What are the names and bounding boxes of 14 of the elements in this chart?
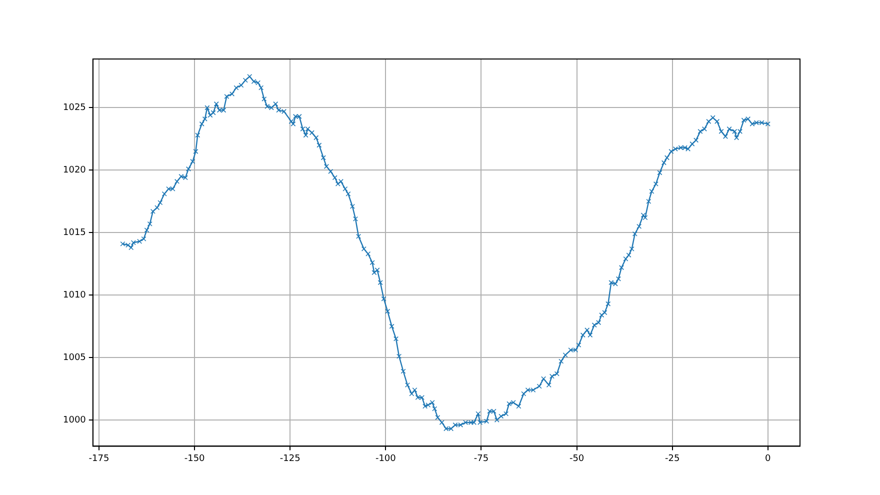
y-tick-label: 1025 [63, 103, 86, 114]
x-tick-label: -25 [664, 454, 680, 464]
y-tick-label: 1005 [63, 352, 86, 363]
x-tick-label: -125 [280, 454, 300, 464]
x-tick-label: -100 [375, 454, 396, 464]
x-tick-label: -175 [88, 454, 110, 464]
y-tick-label: 1015 [63, 228, 86, 238]
x-tick-label: 0 [765, 454, 772, 464]
y-tick-label: 1000 [63, 415, 86, 426]
x-tick-label: -50 [569, 454, 584, 464]
x-tick-label: -75 [474, 454, 489, 464]
y-tick-label: 1020 [63, 166, 86, 176]
y-tick-label: 1010 [63, 290, 86, 300]
x-tick-label: -150 [184, 454, 206, 464]
